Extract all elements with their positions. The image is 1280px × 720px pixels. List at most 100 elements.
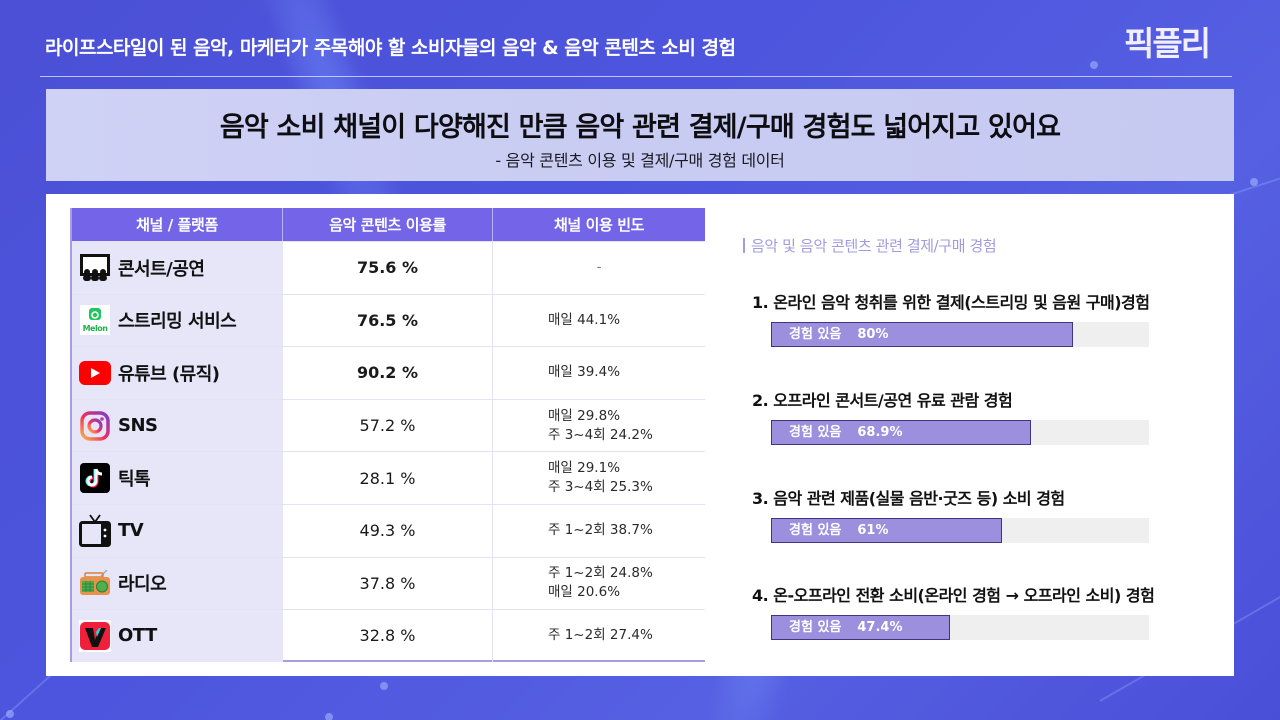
- channel-name: 틱톡: [118, 469, 151, 491]
- usage-rate: 37.8 %: [283, 557, 493, 610]
- section-label: 음악 및 음악 콘텐츠 관련 결제/구매 경험: [743, 235, 997, 256]
- channel-name: OTT: [118, 625, 157, 647]
- table-row: OTT 32.8 % 주 1~2회 27.4%: [72, 609, 705, 662]
- table-header: 채널 / 플랫폼 음악 콘텐츠 이용률 채널 이용 빈도: [72, 208, 705, 241]
- usage-rate: 28.1 %: [283, 452, 493, 504]
- channel-name: 콘서트/공연: [118, 258, 205, 280]
- frequency-cell: 주 1~2회 38.7%: [493, 505, 705, 557]
- frequency-cell: 매일 29.8% 주 3~4회 24.2%: [493, 400, 705, 452]
- experience-question: 3. 음악 관련 제품(실물 음반·굿즈 등) 소비 경험: [752, 489, 1065, 508]
- frequency-line: 매일 44.1%: [548, 311, 621, 328]
- channel-name: TV: [118, 520, 144, 542]
- table-row: 라디오 37.8 % 주 1~2회 24.8% 매일 20.6%: [72, 556, 705, 610]
- progress-fill: [771, 518, 1002, 543]
- experience-section: 음악 및 음악 콘텐츠 관련 결제/구매 경험 1. 온라인 음악 청취를 위한…: [740, 194, 1234, 676]
- experience-value: 80%: [857, 327, 889, 342]
- experience-label: 경험 있음: [789, 327, 842, 342]
- experience-item: 3. 음악 관련 제품(실물 음반·굿즈 등) 소비 경험 경험 있음 61%: [752, 485, 1149, 543]
- experience-label: 경험 있음: [789, 523, 842, 538]
- table-row: 틱톡 28.1 % 매일 29.1% 주 3~4회 25.3%: [72, 451, 705, 504]
- concert-icon: [79, 252, 111, 284]
- experience-value: 61%: [857, 523, 889, 538]
- experience-question: 1. 온라인 음악 청취를 위한 결제(스트리밍 및 음원 구매)경험: [752, 293, 1150, 312]
- report-title: 라이프스타일이 된 음악, 마케터가 주목해야 할 소비자들의 음악 & 음악 …: [45, 37, 736, 59]
- frequency-cell: 주 1~2회 24.8% 매일 20.6%: [493, 558, 705, 610]
- channel-name: 라디오: [118, 574, 167, 596]
- frequency-line: -: [596, 259, 602, 276]
- usage-rate: 57.2 %: [283, 399, 493, 452]
- section-marker: [743, 238, 745, 253]
- experience-item: 2. 오프라인 콘서트/공연 유료 관람 경험 경험 있음 68.9%: [752, 387, 1149, 445]
- column-header-frequency: 채널 이용 빈도: [553, 216, 645, 234]
- table-row: 유튜브 (뮤직) 90.2 % 매일 39.4%: [72, 346, 705, 399]
- tv-icon: [79, 514, 111, 547]
- frequency-line: 주 1~2회 38.7%: [548, 522, 653, 539]
- melon-icon: Melon: [79, 304, 111, 336]
- content-panel: 채널 / 플랫폼 음악 콘텐츠 이용률 채널 이용 빈도 콘서트/공연 75.: [46, 194, 1234, 676]
- frequency-line: 주 3~4회 24.2%: [548, 426, 653, 443]
- page-subtitle: - 음악 콘텐츠 이용 및 결제/구매 경험 데이터: [495, 151, 785, 170]
- column-header-channel: 채널 / 플랫폼: [72, 208, 283, 241]
- frequency-cell: 매일 39.4%: [493, 347, 705, 399]
- usage-rate: 32.8 %: [283, 610, 493, 662]
- channel-cell: 틱톡: [72, 452, 283, 504]
- channel-name: SNS: [118, 415, 158, 437]
- table-row: SNS 57.2 % 매일 29.8% 주 3~4회 24.2%: [72, 398, 705, 452]
- progress-fill: [771, 322, 1074, 347]
- frequency-line: 매일 29.8%: [548, 407, 621, 424]
- radio-icon: [79, 567, 111, 599]
- tiktok-icon: [79, 462, 111, 494]
- header-divider: [40, 76, 1232, 77]
- table-row: TV 49.3 % 주 1~2회 38.7%: [72, 503, 705, 557]
- progress-label: 경험 있음 68.9%: [789, 420, 902, 445]
- channel-cell: 라디오: [72, 557, 283, 610]
- usage-rate: 75.6 %: [283, 242, 493, 294]
- channel-cell: TV: [72, 504, 283, 557]
- channel-name: 유튜브 (뮤직): [118, 363, 220, 385]
- usage-rate: 90.2 %: [283, 347, 493, 399]
- frequency-line: 매일 20.6%: [548, 584, 621, 601]
- progress-label: 경험 있음 61%: [789, 518, 889, 543]
- frequency-line: 매일 29.1%: [548, 460, 621, 477]
- progress-label: 경험 있음 80%: [789, 322, 889, 347]
- frequency-line: 주 1~2회 24.8%: [548, 565, 653, 582]
- experience-label: 경험 있음: [789, 620, 842, 635]
- experience-value: 68.9%: [857, 425, 903, 440]
- channel-name: 스트리밍 서비스: [118, 311, 237, 333]
- brand-logo: 픽플리: [1124, 24, 1211, 63]
- channel-cell: Melon 스트리밍 서비스: [72, 294, 283, 347]
- progress-label: 경험 있음 47.4%: [789, 615, 902, 640]
- experience-item: 1. 온라인 음악 청취를 위한 결제(스트리밍 및 음원 구매)경험 경험 있…: [752, 289, 1150, 347]
- frequency-line: 매일 39.4%: [548, 364, 621, 381]
- title-panel: 음악 소비 채널이 다양해진 만큼 음악 관련 결제/구매 경험도 넓어지고 있…: [46, 89, 1234, 181]
- section-label-text: 음악 및 음악 콘텐츠 관련 결제/구매 경험: [751, 237, 997, 255]
- column-header-usage: 음악 콘텐츠 이용률: [283, 208, 493, 241]
- frequency-cell: 매일 44.1%: [493, 295, 705, 347]
- frequency-cell: 매일 29.1% 주 3~4회 25.3%: [493, 452, 705, 504]
- youtube-icon: [79, 357, 111, 389]
- table-row: 콘서트/공연 75.6 % -: [72, 241, 705, 294]
- progress-fill: [771, 420, 1032, 445]
- progress-track: 경험 있음 68.9%: [771, 420, 1149, 445]
- progress-track: 경험 있음 47.4%: [771, 615, 1149, 640]
- experience-question: 4. 온-오프라인 전환 소비(온라인 경험 → 오프라인 소비) 경험: [752, 586, 1155, 605]
- page-title: 음악 소비 채널이 다양해진 만큼 음악 관련 결제/구매 경험도 넓어지고 있…: [219, 112, 1061, 143]
- ott-icon: [79, 619, 111, 652]
- usage-rate: 76.5 %: [283, 294, 493, 347]
- progress-fill: [771, 615, 951, 640]
- frequency-cell: -: [493, 242, 705, 294]
- channel-cell: OTT: [72, 610, 283, 662]
- svg-text:Melon: Melon: [83, 324, 109, 333]
- usage-rate: 49.3 %: [283, 504, 493, 557]
- table-row: Melon 스트리밍 서비스 76.5 % 매일 44.1%: [72, 293, 705, 347]
- frequency-cell: 주 1~2회 27.4%: [493, 610, 705, 662]
- progress-track: 경험 있음 80%: [771, 322, 1149, 347]
- frequency-line: 주 3~4회 25.3%: [548, 479, 653, 496]
- channel-cell: 유튜브 (뮤직): [72, 347, 283, 399]
- channel-cell: 콘서트/공연: [72, 242, 283, 294]
- experience-label: 경험 있음: [789, 425, 842, 440]
- channel-cell: SNS: [72, 399, 283, 452]
- experience-item: 4. 온-오프라인 전환 소비(온라인 경험 → 오프라인 소비) 경험 경험 …: [752, 582, 1155, 640]
- channel-usage-table: 채널 / 플랫폼 음악 콘텐츠 이용률 채널 이용 빈도 콘서트/공연 75.: [70, 208, 705, 662]
- experience-value: 47.4%: [857, 620, 903, 635]
